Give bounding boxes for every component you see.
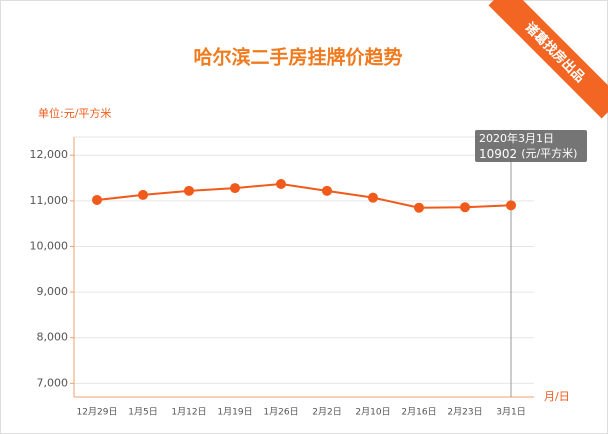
x-tick-label: 2月23日 (447, 407, 482, 418)
y-tick-label: 7,000 (37, 376, 69, 389)
tooltip-unit: (元/平方米) (521, 146, 577, 160)
y-tick-label: 9,000 (37, 285, 69, 298)
x-tick-label: 12月29日 (77, 407, 118, 418)
y-tick-label: 10,000 (30, 239, 69, 252)
tooltip-value: 10902 (元/平方米) (479, 146, 577, 161)
x-axis-label: 月/日 (544, 390, 570, 403)
x-tick-label: 2月10日 (355, 407, 390, 418)
point (138, 189, 148, 200)
point (276, 178, 286, 189)
tooltip-bg (475, 130, 587, 162)
tooltip: 2020年3月1日 10902 (元/平方米) (475, 130, 587, 162)
x-tick-label: 1月26日 (263, 407, 298, 418)
tooltip-number: 10902 (479, 147, 517, 161)
y-tick-label: 8,000 (37, 331, 69, 344)
x-tick-label: 1月5日 (128, 407, 157, 418)
tooltip-date: 2020年3月1日 (479, 131, 554, 145)
chart-title: 哈尔滨二手房挂牌价趋势 (193, 46, 402, 69)
point (92, 194, 102, 205)
y-tick-label: 11,000 (30, 194, 69, 207)
point (414, 202, 424, 213)
badge-bg (488, 0, 608, 119)
x-tick-label: 3月1日 (496, 407, 525, 418)
y-axis-label: 单位:元/平方米 (38, 106, 111, 120)
x-tick-label: 1月19日 (217, 407, 252, 418)
y-tick-label: 12,000 (30, 148, 69, 161)
x-tick-label: 2月2日 (312, 407, 341, 418)
point (506, 200, 516, 211)
point (322, 185, 332, 196)
point (230, 183, 240, 194)
point (184, 185, 194, 196)
x-tick-label: 1月12日 (171, 407, 206, 418)
point (460, 202, 470, 213)
point (368, 192, 378, 203)
x-tick-label: 2月16日 (401, 407, 436, 418)
line (96, 182, 512, 209)
